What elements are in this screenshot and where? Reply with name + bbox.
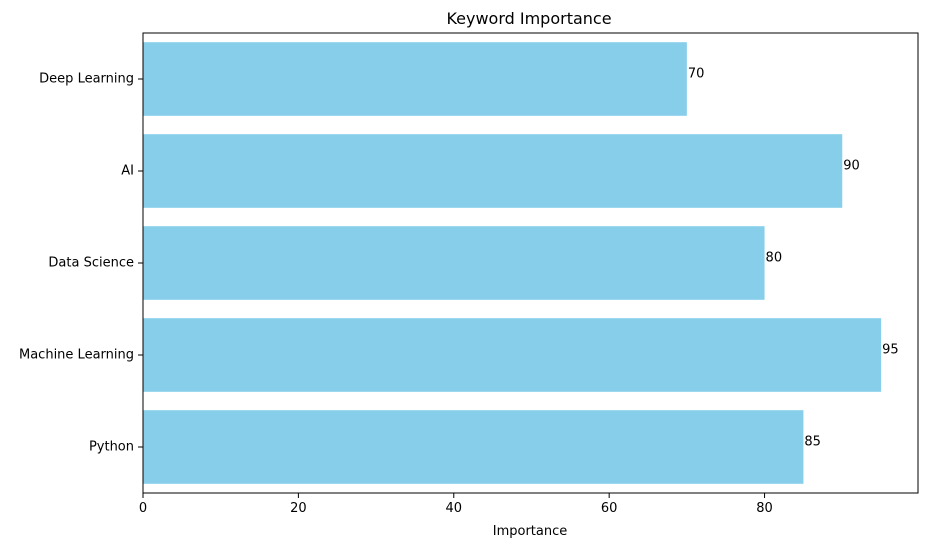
y-tick-label: Machine Learning [19, 348, 134, 363]
x-tick-label: 20 [290, 501, 307, 516]
x-tick-label: 40 [446, 501, 463, 516]
y-tick-label: Python [89, 440, 134, 455]
data-label: 95 [882, 343, 899, 358]
x-axis-label: Importance [493, 524, 568, 539]
chart-title: Keyword Importance [446, 9, 611, 28]
bar-ai [143, 134, 843, 208]
data-label: 90 [843, 159, 860, 174]
x-tick-label: 80 [756, 501, 773, 516]
x-tick-label: 0 [139, 501, 147, 516]
bar-deep-learning [143, 42, 687, 116]
y-tick-label: AI [121, 164, 134, 179]
y-tick-label: Deep Learning [39, 72, 134, 87]
data-label: 70 [688, 67, 705, 82]
bar-machine-learning [143, 318, 882, 392]
plot-frame [142, 32, 919, 494]
data-label: 80 [766, 251, 783, 266]
data-label: 85 [804, 435, 821, 450]
y-tick-label: Data Science [48, 256, 134, 271]
bar-python [143, 410, 804, 484]
bar-data-science [143, 226, 765, 300]
x-tick-label: 60 [601, 501, 618, 516]
plot-area: 85 Python 95 Machine Learning 80 Data Science… [19, 32, 919, 516]
